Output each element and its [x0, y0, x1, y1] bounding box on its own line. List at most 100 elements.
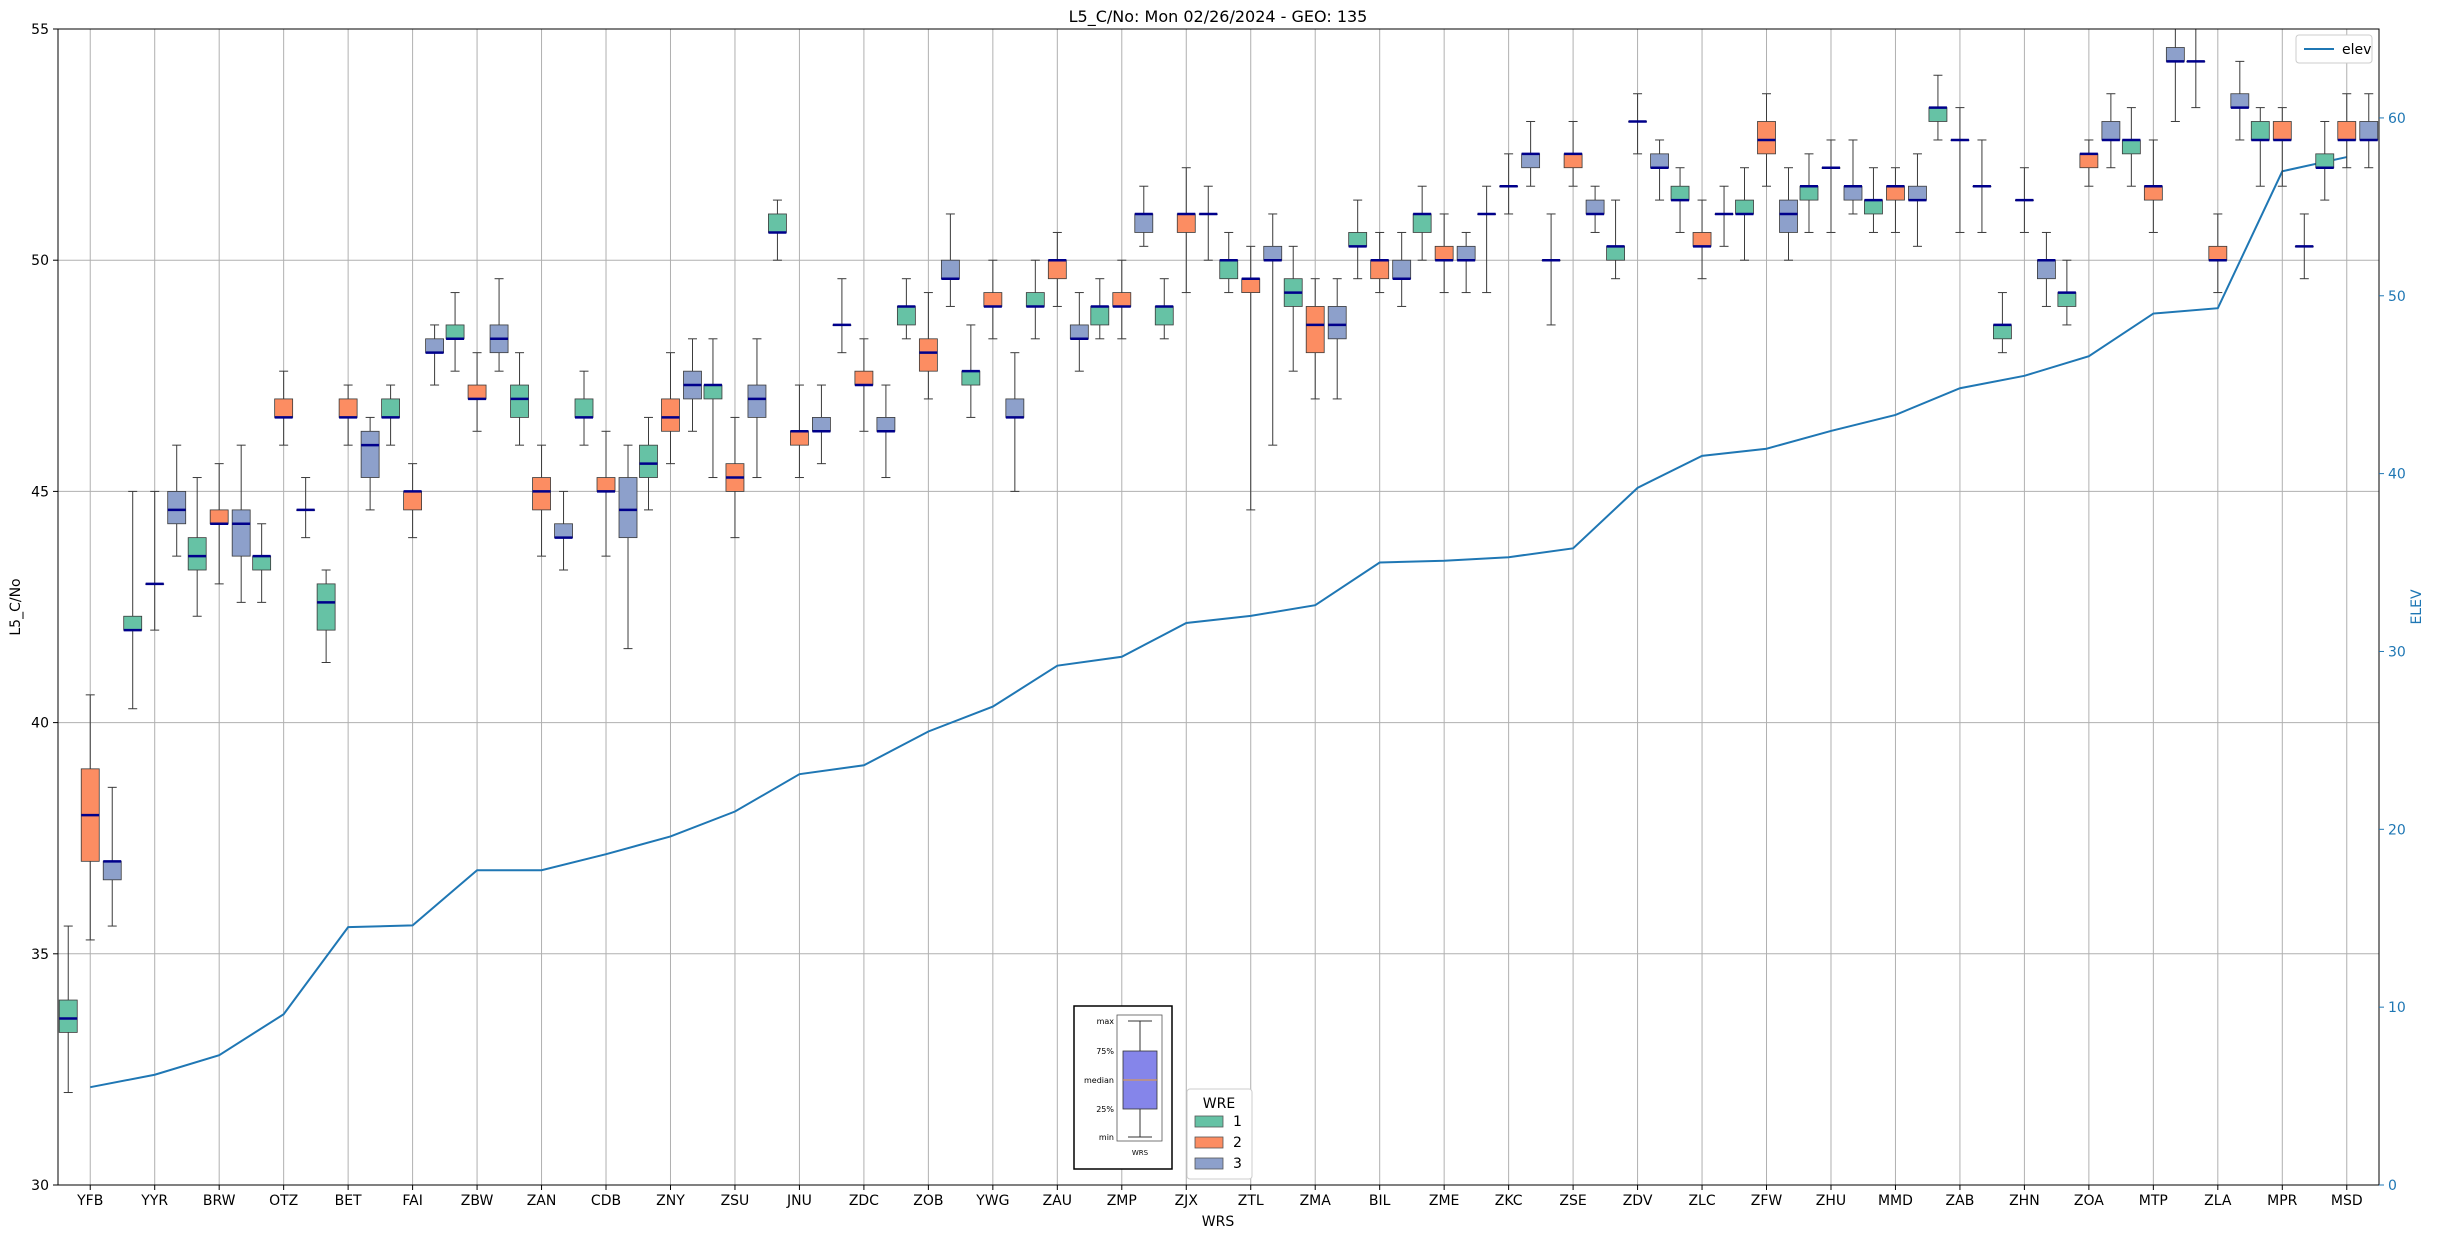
box-body: [1090, 306, 1110, 326]
legend-label-wre-2: 2: [1233, 1135, 1242, 1151]
box-body: [1735, 199, 1754, 215]
box-body: [2230, 93, 2250, 109]
box-body: [940, 259, 960, 280]
box-body: [1005, 398, 1025, 418]
box-body: [209, 509, 229, 525]
y2-tick-label: 20: [2388, 822, 2406, 838]
box-body: [1585, 199, 1605, 215]
y2-tick-label: 0: [2388, 1178, 2397, 1194]
y-tick-label: 55: [31, 22, 49, 38]
x-tick-label: ZDV: [1623, 1193, 1653, 1209]
box-body: [1692, 232, 1712, 247]
box-body: [983, 292, 1003, 307]
x-tick-label: CDB: [591, 1193, 621, 1209]
box-body: [1047, 259, 1067, 280]
box-body: [58, 999, 78, 1033]
box-body: [1392, 259, 1412, 280]
box-body: [2208, 245, 2228, 261]
x-tick-label: ZHU: [1816, 1193, 1846, 1209]
box-body: [1864, 199, 1883, 215]
y2-tick-label: 40: [2388, 467, 2406, 483]
box-body: [425, 338, 444, 354]
x-tick-label: YWG: [975, 1193, 1009, 1209]
box-body: [2037, 259, 2056, 280]
box-body: [1348, 232, 1368, 247]
box-body: [1112, 292, 1132, 307]
box-body: [961, 370, 981, 386]
box-body: [1412, 213, 1432, 233]
y-tick-label: 30: [31, 1178, 49, 1194]
box-body: [854, 370, 874, 386]
key-q1-label: 25%: [1096, 1105, 1114, 1114]
x-tick-label: ZTL: [1238, 1193, 1264, 1209]
box-body: [1563, 153, 1583, 169]
box-body: [1650, 153, 1669, 169]
box-body: [896, 306, 916, 326]
y-axis-label: L5_C/No: [8, 578, 24, 635]
box-body: [790, 430, 809, 446]
box-body: [360, 430, 380, 478]
x-tick-label: OTZ: [269, 1193, 298, 1209]
y-tick-label: 35: [31, 947, 49, 963]
box-body: [1606, 245, 1625, 261]
box-body: [445, 324, 465, 340]
box-body: [1886, 185, 1905, 201]
box-body: [918, 338, 938, 372]
box-body: [1025, 292, 1045, 307]
box-body: [1993, 324, 2012, 340]
box-body: [467, 384, 487, 400]
key-median-label: median: [1084, 1076, 1114, 1085]
box-body: [876, 417, 896, 432]
box-body: [1219, 259, 1239, 280]
box-body: [2143, 185, 2163, 201]
box-body: [231, 509, 251, 557]
x-tick-label: ZFW: [1751, 1193, 1783, 1209]
y2-tick-label: 60: [2388, 111, 2406, 127]
x-tick-label: ZAB: [1946, 1193, 1975, 1209]
box-body: [2057, 292, 2077, 307]
box-body: [1434, 245, 1454, 261]
x-tick-label: ZME: [1429, 1193, 1460, 1209]
x-tick-label: ZSU: [721, 1193, 750, 1209]
legend-label-wre-1: 1: [1233, 1114, 1242, 1130]
y-tick-label: 50: [31, 253, 49, 269]
y2-tick-label: 10: [2388, 1000, 2406, 1016]
x-tick-label: ZAN: [527, 1193, 557, 1209]
key-max-label: max: [1097, 1017, 1115, 1026]
x-tick-label: ZDC: [849, 1193, 879, 1209]
wre-legend: WRE 1 2 3: [1186, 1088, 1253, 1180]
box-body: [1670, 185, 1690, 201]
box-body: [2101, 121, 2121, 141]
box-body: [574, 398, 594, 418]
box-body: [1134, 213, 1154, 233]
box-body: [1176, 213, 1196, 233]
box-body: [2359, 121, 2379, 141]
x-tick-label: YFB: [76, 1193, 103, 1209]
box-body: [1263, 245, 1283, 261]
box-body: [123, 615, 143, 631]
x-tick-label: ZLC: [1688, 1193, 1715, 1209]
elev-legend: elev: [2295, 34, 2373, 64]
box-body: [274, 398, 294, 418]
key-min-label: min: [1099, 1133, 1114, 1142]
box-body: [1069, 324, 1089, 340]
box-body: [167, 490, 187, 525]
chart-title: L5_C/No: Mon 02/26/2024 - GEO: 135: [1069, 7, 1368, 27]
box-body: [596, 477, 616, 492]
x-tick-label: ZMA: [1300, 1193, 1332, 1209]
legend-label-wre-3: 3: [1233, 1156, 1242, 1172]
box-key-inset: max 75% median 25% min WRS: [1073, 1005, 1173, 1170]
box-series: [58, 28, 2379, 1094]
legend-swatch-wre-2: [1194, 1136, 1224, 1149]
elev-series: [90, 156, 2347, 1089]
box-body: [102, 860, 122, 881]
box-body: [2250, 121, 2270, 141]
y-tick-label: 40: [31, 716, 49, 732]
box-body: [1154, 306, 1174, 326]
box-body: [338, 398, 358, 418]
legend-swatch-wre-3: [1194, 1157, 1224, 1170]
key-xlabel: WRS: [1132, 1149, 1149, 1157]
x-tick-label: MPR: [2267, 1193, 2298, 1209]
box-body: [1521, 153, 1541, 169]
box-body: [747, 384, 767, 418]
